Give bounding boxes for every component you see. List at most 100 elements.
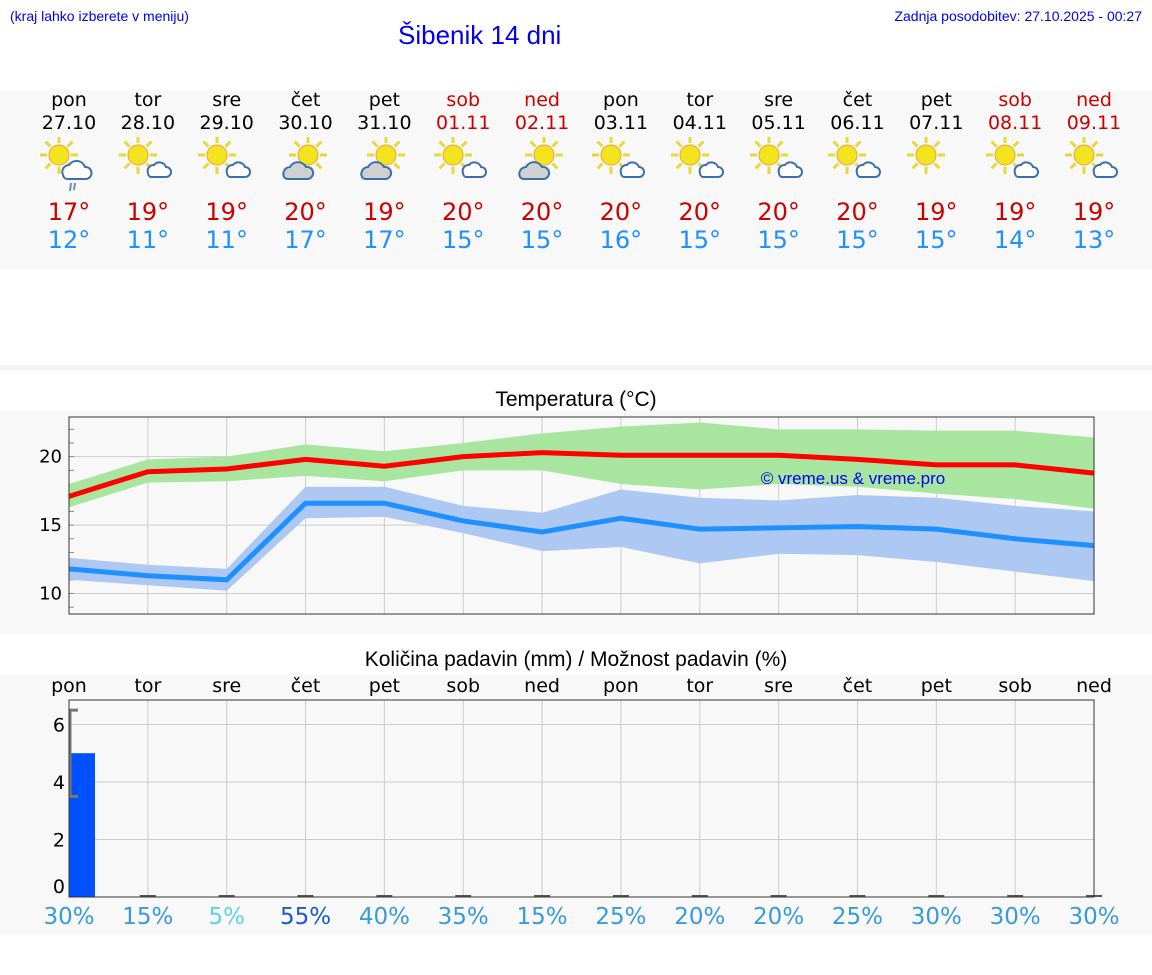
temp-high: 19° [993,198,1037,226]
range-band-max [69,422,1094,509]
precip-day-label: sre [764,675,794,697]
temp-high: 20° [836,198,879,226]
day-name: tor [686,89,714,111]
precip-probability: 15% [516,904,568,930]
plot-area [69,700,1094,897]
error-bar [68,708,78,798]
precip-probability: 40% [358,904,410,930]
day-name: sre [764,89,794,111]
temp-low: 15° [678,226,722,254]
precip-day-label: tor [686,675,714,697]
day-name: ned [1076,89,1112,111]
weather-icon-sun-small-cloud [817,136,897,193]
temp-low: 11° [126,226,170,254]
temp-high: 20° [599,198,643,226]
day-name: čet [290,89,321,111]
weather-icon-sun-small-cloud [108,136,188,193]
precip-bar [69,753,95,897]
weather-icon-sun-cloud-rain [29,136,109,193]
forecast-strip [0,90,1152,270]
temp-low: 15° [441,226,485,254]
y-tick-label: 0 [53,876,65,898]
range-band-min [69,486,1094,591]
weather-icon-sun-small-cloud [187,136,267,193]
temp-low: 13° [1072,226,1116,254]
precip-probability: 20% [753,904,805,930]
last-updated: Zadnja posodobitev: 27.10.2025 - 00:27 [894,8,1142,24]
precip-day-label: sob [998,675,1032,697]
plot-border [68,699,1095,898]
temp-high: 20° [284,198,327,226]
weather-icon-cloud-sun [502,136,582,193]
temp-high: 20° [520,198,564,226]
precip-probability: 25% [831,904,884,930]
precip-probability: 55% [279,904,332,930]
temp-high: 19° [126,198,170,226]
weather-icon-cloud-sun [266,136,346,193]
line-min [68,500,1095,583]
y-tick-label: 20 [39,447,62,468]
page-title: Šibenik 14 dni [398,20,562,50]
day-date: 01.11 [436,112,491,134]
plot-border [68,416,1095,615]
temp-low: 16° [599,226,643,254]
location-hint[interactable]: (kraj lahko izberete v meniju) [10,8,189,24]
y-tick-label: 4 [53,772,65,794]
y-tick-label: 2 [53,829,65,851]
day-date: 08.11 [987,112,1043,134]
precip-probability: 30% [989,904,1041,930]
day-date: 03.11 [593,112,649,134]
weather-icon-sun-small-cloud [660,136,740,193]
precip-day-label: pet [368,675,400,697]
y-tick-label: 10 [39,583,62,604]
temp-high: 19° [1072,198,1116,226]
y-tick-label: 15 [39,515,62,536]
temp-low: 17° [363,226,406,254]
temp-low: 14° [993,226,1037,254]
day-date: 31.10 [357,112,412,134]
y-tick-label: 6 [53,714,65,736]
temp-high: 19° [363,198,406,226]
day-name: pet [368,89,400,111]
temp-high: 20° [757,198,800,226]
day-name: tor [134,89,162,111]
precipitation-chart-title: Količina padavin (mm) / Možnost padavin … [364,648,788,671]
day-name: pon [51,89,87,111]
precip-probability: 30% [1068,904,1120,930]
day-date: 30.10 [278,112,333,134]
precip-probability: 30% [43,904,95,930]
precip-day-label: čet [842,675,873,697]
weather-icon-sun-small-cloud [423,136,503,193]
divider [0,365,1152,370]
day-name: pon [603,89,639,111]
precip-day-label: ned [524,675,560,697]
precip-probability: 15% [122,904,174,930]
precip-day-label: pon [603,675,639,697]
precip-probability: 5% [208,904,245,930]
day-date: 09.11 [1066,112,1122,134]
weather-icon-sun-small-cloud [1054,136,1134,193]
temp-low: 15° [520,226,564,254]
day-date: 27.10 [41,112,97,134]
day-name: sob [446,89,481,111]
precip-probability: 20% [674,904,726,930]
day-date: 29.10 [199,112,254,134]
day-date: 28.10 [120,112,176,134]
day-date: 02.11 [514,112,570,134]
temp-low: 15° [757,226,800,254]
day-name: sob [998,89,1032,111]
line-max [68,450,1095,499]
temp-low: 12° [47,226,91,254]
weather-icon-cloud-sun [344,136,424,193]
temperature-chart-title: Temperatura (°C) [495,388,657,411]
temp-high: 20° [441,198,485,226]
day-name: sre [212,89,242,111]
precip-day-label: pon [51,675,87,697]
weather-icon-sun-small-cloud [975,136,1055,193]
temp-low: 15° [836,226,879,254]
temp-high: 17° [47,198,91,226]
precip-probability: 30% [910,904,962,930]
precip-day-label: tor [134,675,162,697]
